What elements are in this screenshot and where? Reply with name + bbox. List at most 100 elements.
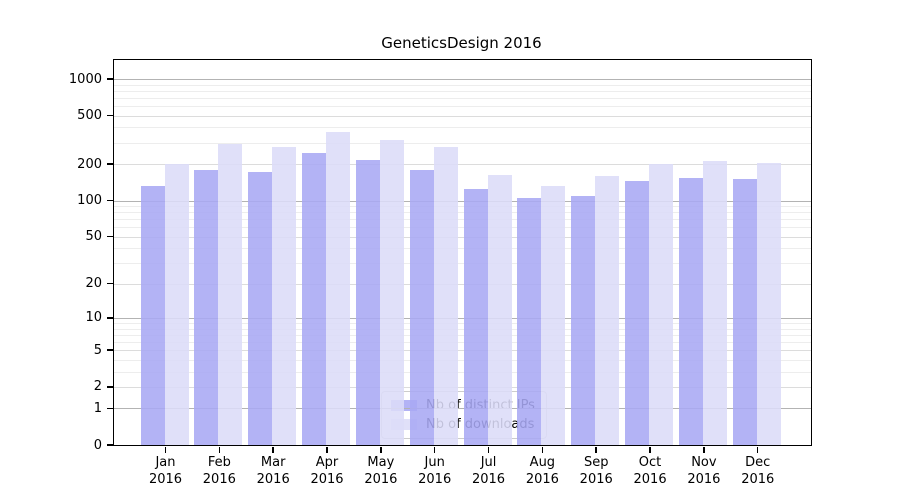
x-tick-mark [649,447,651,453]
x-tick-month: Aug [529,455,556,470]
x-tick-mark [756,447,759,453]
gridline-decade [114,408,811,410]
x-tick-mark [595,447,597,453]
y-tick-label: 20 [85,276,102,292]
gridline-labeled [114,386,811,388]
bar-distinct-ips-jun [409,169,434,445]
gridline-minor [114,90,811,92]
x-tick-mark [541,447,544,453]
x-tick-year: 2016 [525,472,559,487]
x-tick-year: 2016 [687,472,721,487]
x-tick-year: 2016 [256,472,290,487]
x-tick-year: 2016 [579,472,613,487]
bar-distinct-ips-may [355,160,380,445]
gridline-minor [114,97,811,99]
x-tick-year: 2016 [202,472,236,487]
gridline-minor [114,334,811,336]
x-tick-label: Oct 2016 [622,454,678,488]
y-tick-mark [107,78,113,80]
gridline-minor [114,359,811,361]
x-tick-label: Mar 2016 [245,454,301,488]
x-tick-month: Jan [155,455,176,470]
y-tick-mark [107,235,113,238]
y-tick-mark [107,163,113,165]
legend-swatch [391,419,417,430]
x-tick-month: Dec [745,455,771,470]
x-tick-label: Sep 2016 [568,454,624,488]
bar-downloads-may [379,139,404,445]
gridline-labeled [114,115,811,117]
x-tick-mark [703,447,705,453]
x-tick-month: Feb [207,455,231,470]
bar-downloads-sep [595,176,620,445]
y-tick-mark [107,199,113,202]
y-tick-label: 50 [85,229,102,245]
gridline-minor [114,248,811,250]
x-tick-month: Mar [260,455,286,470]
y-tick-label: 0 [93,437,102,453]
gridline-decade [114,79,811,80]
bar-distinct-ips-nov [678,177,703,445]
gridline-labeled [114,350,811,352]
x-tick-year: 2016 [418,472,452,487]
x-tick-label: Jun 2016 [407,454,463,488]
x-tick-label: Apr 2016 [299,454,355,488]
x-tick-year: 2016 [364,472,398,487]
legend-swatch [391,400,417,411]
gridline-decade [114,317,811,319]
gridline-minor [114,127,811,129]
x-tick-month: Jul [480,455,497,470]
bar-distinct-ips-dec [732,178,757,445]
plot-area: Nb of distinct IPsNb of downloads 100050… [69,59,812,487]
x-tick-month: Sep [583,455,609,470]
x-tick-mark [380,447,382,453]
bar-distinct-ips-feb [194,169,219,445]
bar-downloads-mar [272,147,297,445]
bar-distinct-ips-mar [248,171,273,445]
y-tick-mark [107,444,113,446]
y-tick-label: 1 [93,400,102,416]
bar-distinct-ips-jul [463,189,488,445]
gridline-labeled [114,283,811,285]
x-tick-label: Jan 2016 [138,454,194,488]
x-tick-label: Aug 2016 [514,454,570,488]
bar-distinct-ips-sep [571,195,596,445]
bar-distinct-ips-aug [517,197,542,445]
x-tick-year: 2016 [741,472,775,487]
x-tick-label: May 2016 [353,454,409,488]
bar-distinct-ips-jan [140,185,165,445]
gridline-minor [114,323,811,325]
x-tick-mark [272,447,274,453]
gridline-labeled [114,236,811,238]
y-tick-mark [107,386,113,388]
bar-downloads-dec [756,163,781,445]
y-tick-label: 100 [77,193,102,208]
chart-title: GeneticsDesign 2016 [381,34,542,52]
bar-distinct-ips-oct [625,181,650,445]
y-tick-mark [107,349,113,351]
y-tick-mark [107,282,113,285]
gridline-minor [114,219,811,221]
gridline-minor [114,84,811,86]
bar-downloads-jun [433,146,458,445]
gridline-minor [114,263,811,265]
x-tick-month: Jun [424,455,445,470]
y-tick-label: 1000 [68,71,102,87]
y-tick-label: 500 [77,108,102,124]
bar-downloads-oct [649,164,674,445]
x-tick-label: Feb 2016 [191,454,247,488]
y-tick-mark [107,114,113,117]
gridline-minor [114,371,811,373]
y-tick-label: 2 [93,379,102,395]
x-tick-label: Jul 2016 [461,454,517,488]
gridline-decade [114,200,811,202]
x-tick-mark [218,447,221,453]
y-tick-label: 5 [93,342,102,358]
gridline-labeled [114,164,811,166]
gridline-minor [114,227,811,229]
bar-downloads-aug [541,185,566,445]
bar-downloads-jan [164,164,189,445]
bar-downloads-jul [487,175,512,445]
x-tick-month: May [367,455,395,470]
